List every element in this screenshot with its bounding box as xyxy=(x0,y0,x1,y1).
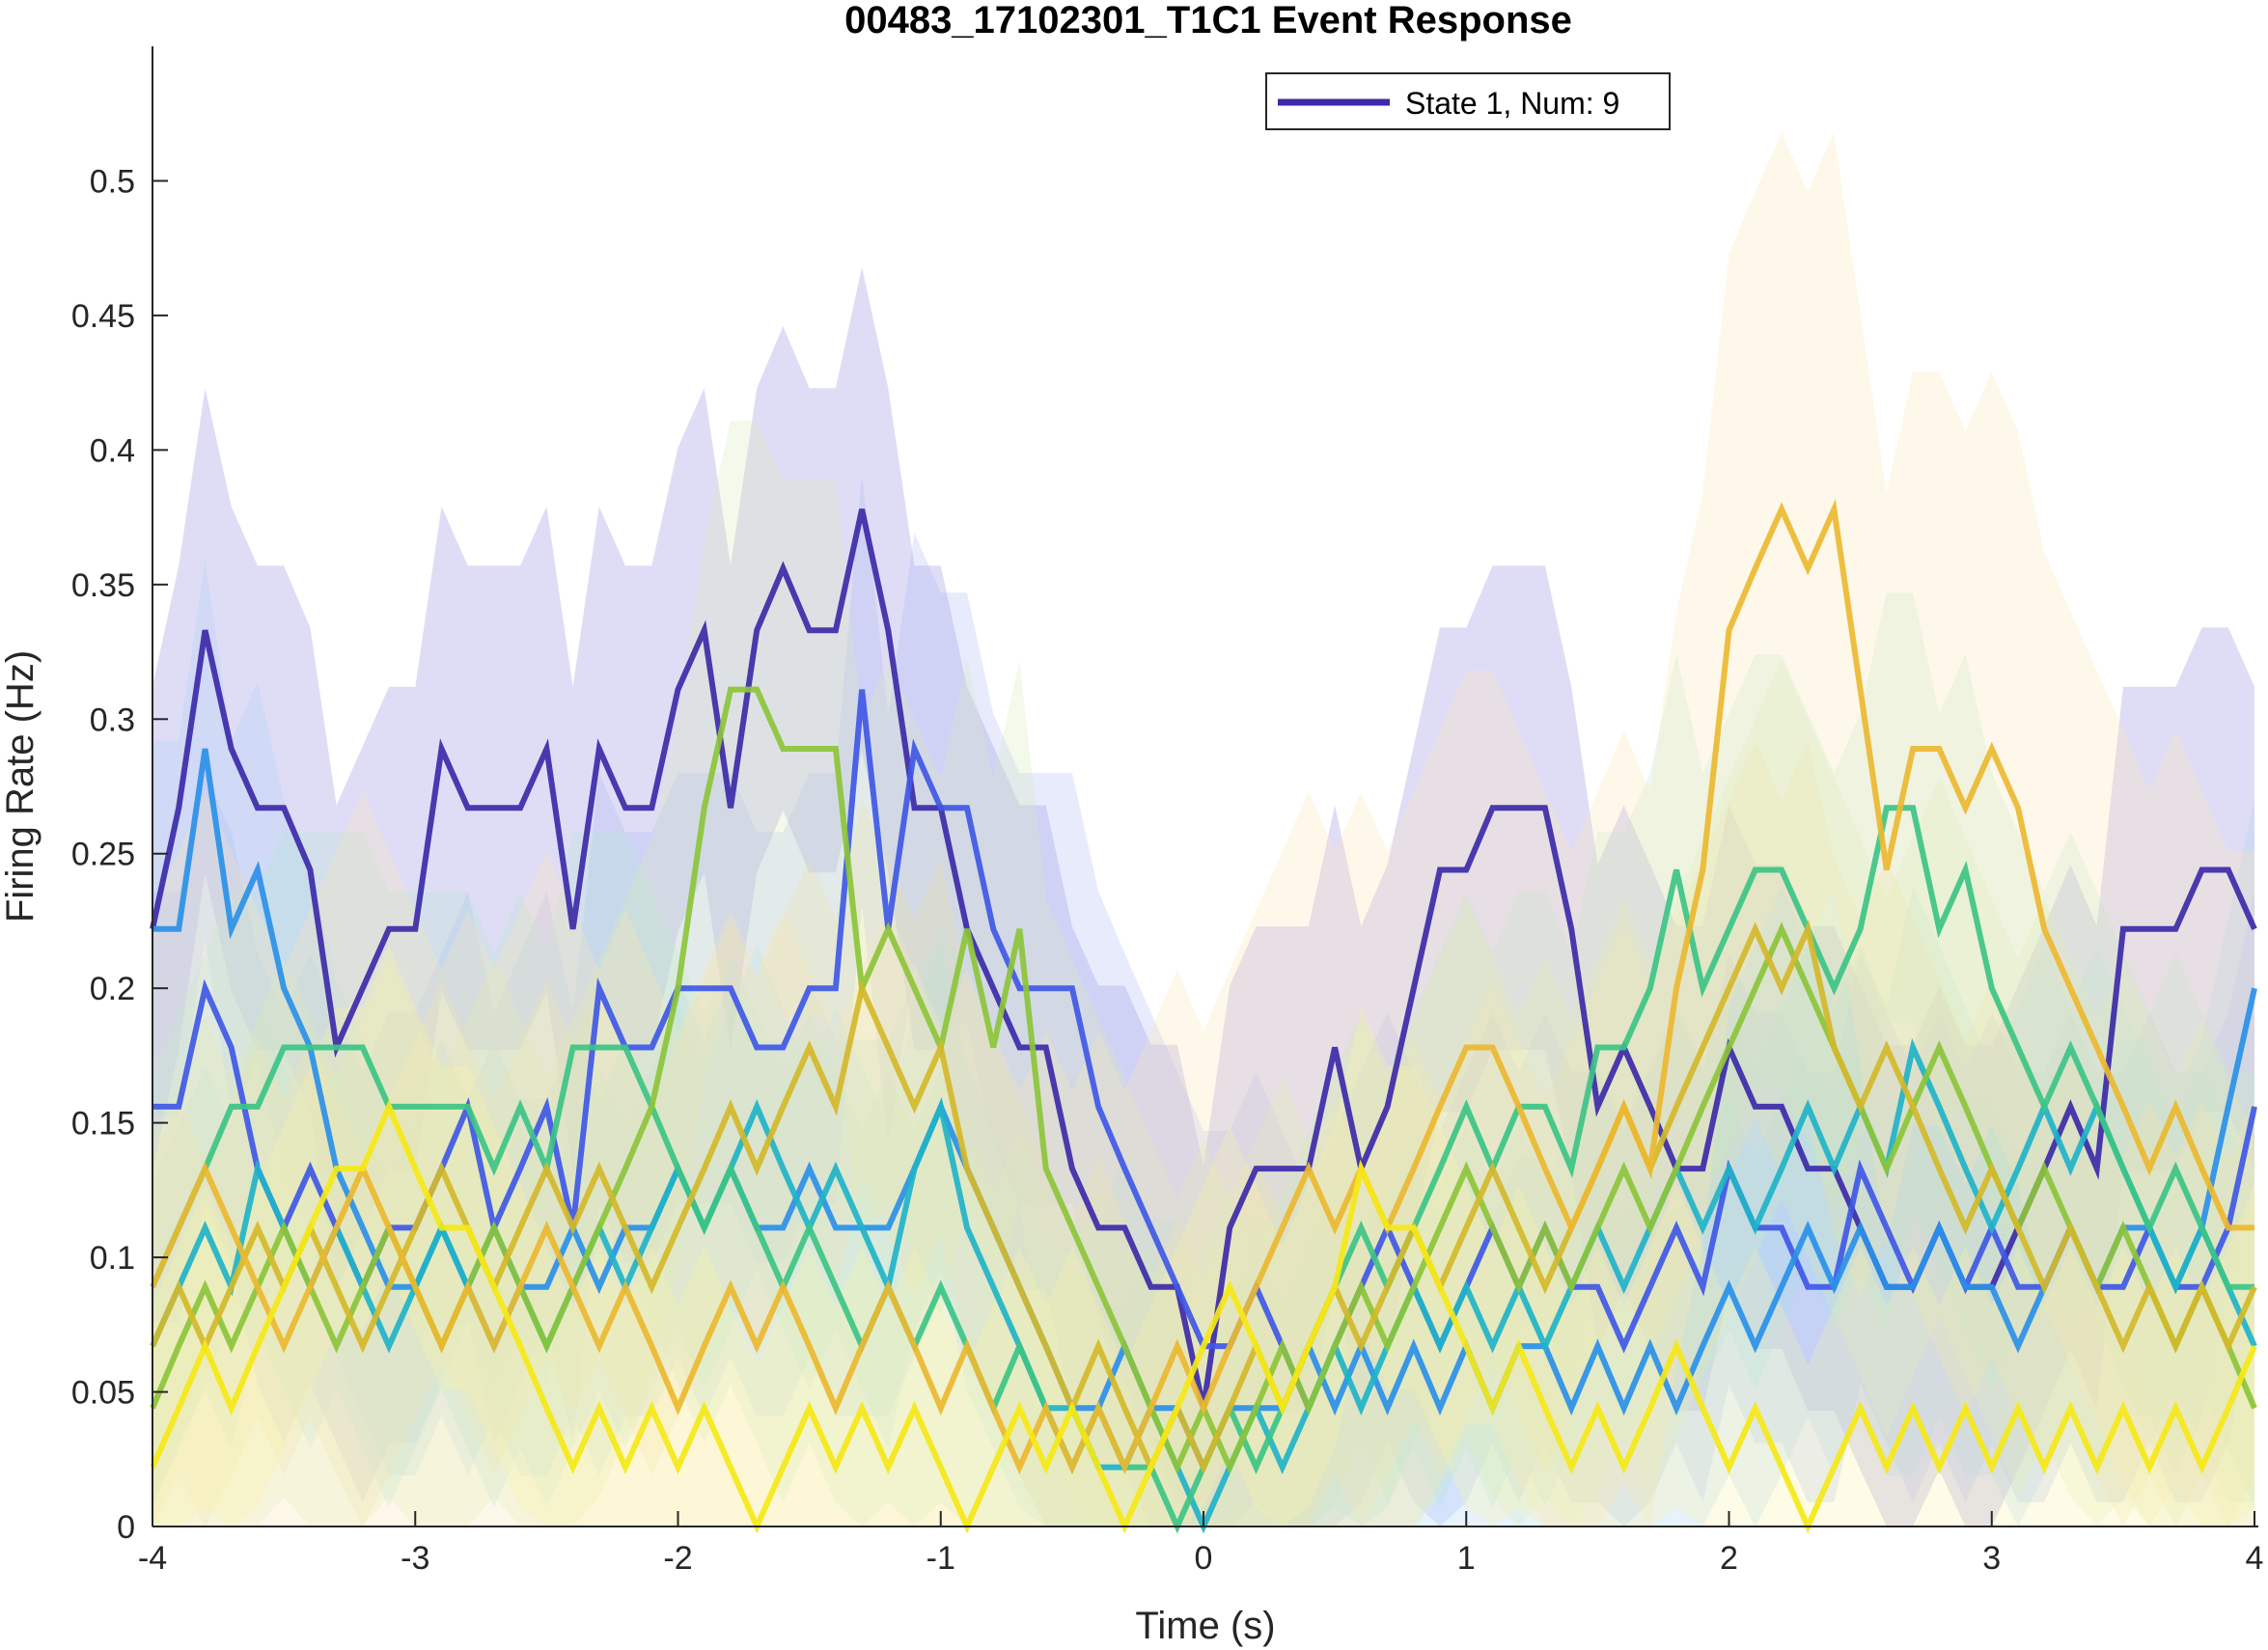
legend-entry-label: State 1, Num: 9 xyxy=(1405,86,1619,121)
y-tick-label: 0.3 xyxy=(90,701,135,738)
x-tick-label: -2 xyxy=(663,1540,692,1577)
x-tick-label: -3 xyxy=(401,1540,429,1577)
y-tick-label: 0.45 xyxy=(71,298,135,335)
x-tick-label: 2 xyxy=(1720,1540,1738,1577)
x-axis-label: Time (s) xyxy=(1135,1605,1275,1647)
y-tick-label: 0.2 xyxy=(90,971,135,1007)
y-tick-label: 0.15 xyxy=(71,1106,135,1142)
series-2-band xyxy=(152,474,2254,1526)
x-tick-label: 0 xyxy=(1195,1540,1213,1577)
x-tick-label: -1 xyxy=(927,1540,955,1577)
y-ticks: 0 0.05 0.1 0.15 0.2 0.25 0.3 0.35 0.4 0.45 0.5 xyxy=(71,163,168,1546)
x-tick-label: 3 xyxy=(1982,1540,2001,1577)
y-tick-label: 0.4 xyxy=(90,432,135,469)
y-tick-label: 0.1 xyxy=(90,1240,135,1277)
y-tick-label: 0.5 xyxy=(90,163,135,200)
y-axis-label: Firing Rate (Hz) xyxy=(0,650,41,922)
series-6-band xyxy=(152,420,2254,1527)
y-tick-label: 0.25 xyxy=(71,837,135,873)
legend-box xyxy=(1265,72,1671,130)
series-9-line xyxy=(150,1099,2257,1534)
x-tick-label: 4 xyxy=(2246,1540,2264,1577)
y-tick-label: 0.35 xyxy=(71,567,135,604)
series-5-band xyxy=(152,592,2254,1526)
x-ticks: -4 -3 -2 -1 0 1 2 3 4 xyxy=(138,1511,2264,1577)
series-8-line xyxy=(150,498,2254,1474)
y-tick-label: 0.05 xyxy=(71,1375,135,1412)
series-7-line xyxy=(150,920,2257,1474)
series-7-band xyxy=(152,740,2254,1526)
series-9-band xyxy=(152,945,2254,1526)
chart-title: 00483_17102301_T1C1 Event Response xyxy=(844,0,1572,41)
legend: State 1, Num: 9 xyxy=(1265,72,1671,130)
y-tick-label: 0 xyxy=(117,1509,135,1546)
series-1-band xyxy=(152,266,2254,1527)
x-tick-label: -4 xyxy=(138,1540,167,1577)
axes xyxy=(152,46,2258,1527)
series-8-band xyxy=(152,132,2254,1526)
x-tick-label: 1 xyxy=(1457,1540,1476,1577)
